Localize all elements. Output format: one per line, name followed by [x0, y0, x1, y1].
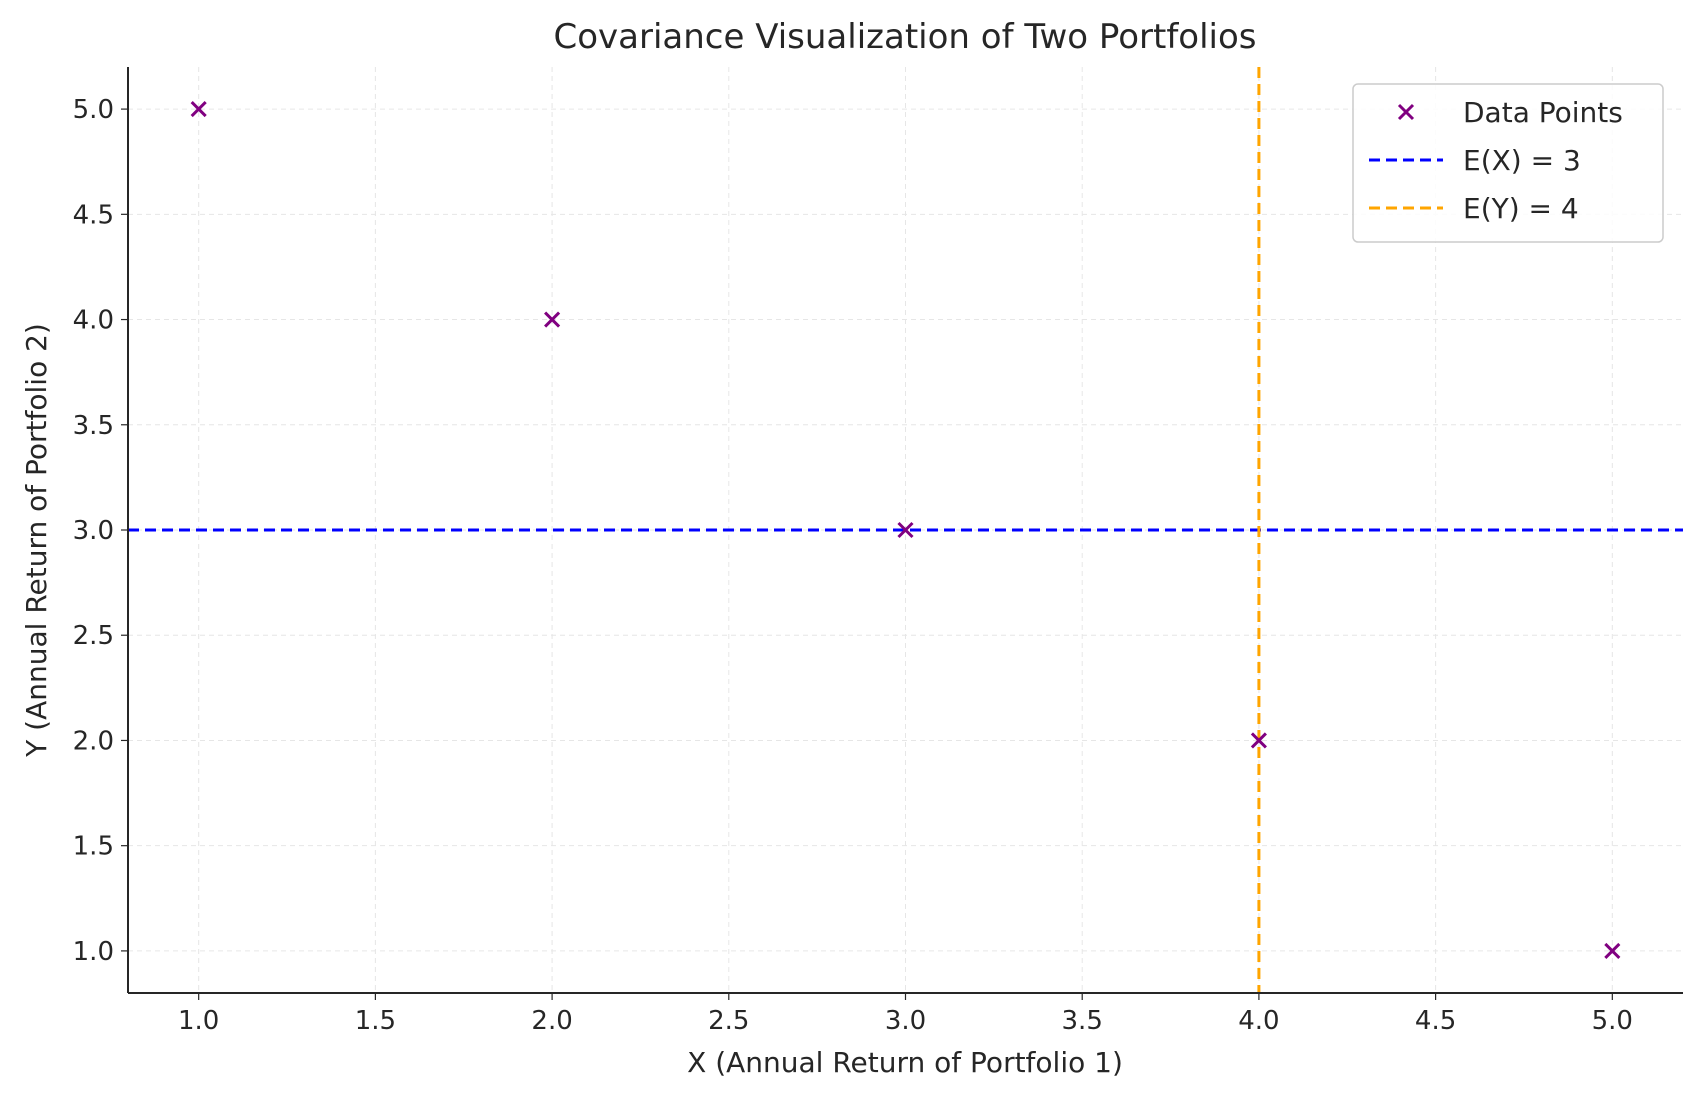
data-point-marker — [1250, 732, 1267, 749]
x-tick-label: 3.5 — [1062, 1006, 1103, 1036]
x-tick-label: 1.0 — [178, 1006, 219, 1036]
x-tick-label: 1.5 — [355, 1006, 396, 1036]
x-tick-label: 4.0 — [1238, 1006, 1279, 1036]
legend: Data Points E(X) = 3 E(Y) = 4 — [1352, 83, 1664, 243]
data-point-marker — [544, 311, 561, 328]
tick-labels: 1.0 1.5 2.0 2.5 3.0 3.5 4.0 4.5 5.0 1.0 1.5 2.0 2.5 3… — [73, 95, 1633, 1036]
y-tick-label: 2.0 — [73, 726, 114, 756]
y-tick-label: 2.5 — [73, 621, 114, 651]
legend-marker-icon — [1397, 103, 1415, 121]
x-tick-label: 5.0 — [1592, 1006, 1633, 1036]
y-axis-label: Y (Annual Return of Portfolio 2) — [20, 323, 53, 758]
x-tick-label: 4.5 — [1415, 1006, 1456, 1036]
x-tick-label: 3.0 — [885, 1006, 926, 1036]
x-tick-label: 2.0 — [531, 1006, 572, 1036]
data-point-marker — [190, 101, 207, 118]
y-tick-label: 4.0 — [73, 306, 114, 336]
legend-label: Data Points — [1463, 96, 1623, 129]
axes — [121, 67, 1683, 1000]
y-tick-label: 1.5 — [73, 832, 114, 862]
legend-box — [1352, 83, 1664, 243]
legend-label: E(Y) = 4 — [1463, 192, 1579, 225]
y-tick-label: 1.0 — [73, 937, 114, 967]
y-tick-label: 3.5 — [73, 411, 114, 441]
data-points — [190, 101, 1621, 959]
y-tick-label: 3.0 — [73, 516, 114, 546]
data-point-marker — [1604, 942, 1621, 959]
chart-title: Covariance Visualization of Two Portfoli… — [553, 17, 1256, 57]
y-tick-label: 5.0 — [73, 95, 114, 125]
y-tick-label: 4.5 — [73, 200, 114, 230]
legend-label: E(X) = 3 — [1463, 144, 1581, 177]
x-tick-label: 2.5 — [708, 1006, 749, 1036]
reference-lines — [128, 67, 1683, 993]
x-axis-label: X (Annual Return of Portfolio 1) — [687, 1046, 1123, 1079]
data-point-marker — [897, 521, 914, 539]
